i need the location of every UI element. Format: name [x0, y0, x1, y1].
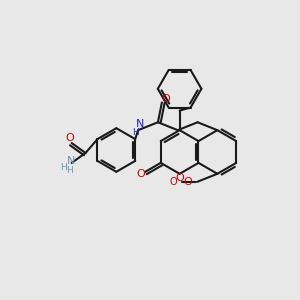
Text: O: O [65, 133, 74, 143]
Text: H: H [66, 166, 73, 175]
Text: H: H [60, 163, 67, 172]
Text: H: H [132, 128, 139, 137]
Text: O: O [175, 173, 184, 183]
Text: N: N [67, 156, 75, 166]
Text: O: O [170, 177, 178, 187]
Text: O: O [184, 177, 193, 187]
Text: O: O [136, 169, 146, 179]
Text: N: N [136, 119, 144, 129]
Text: O: O [161, 94, 170, 104]
